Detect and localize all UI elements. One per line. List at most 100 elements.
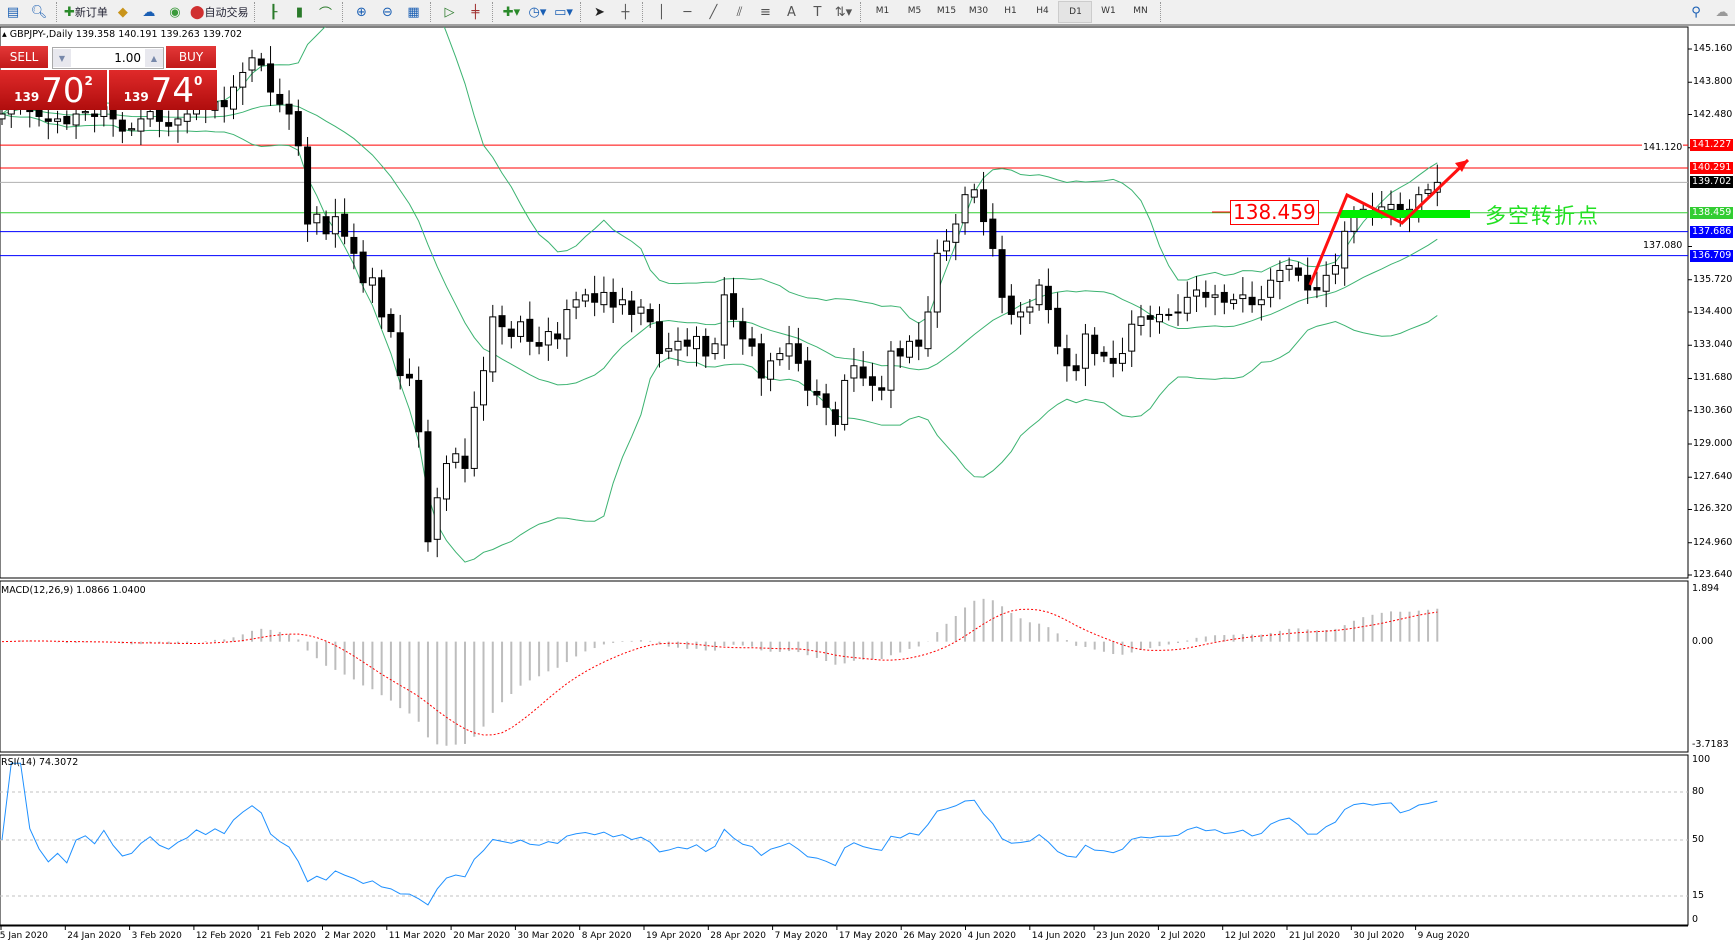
toolbar-separator xyxy=(430,2,432,22)
timeframe-d1[interactable]: D1 xyxy=(1058,1,1093,23)
date-tick-label: 30 Mar 2020 xyxy=(517,931,575,941)
candlestick-icon[interactable]: ▮ xyxy=(295,4,304,20)
fibonacci-icon[interactable]: ⫽ xyxy=(736,4,743,20)
lots-increase-button[interactable]: ▲ xyxy=(145,49,163,67)
buy-price-prefix: 139 xyxy=(123,90,149,104)
date-tick-label: 26 May 2020 xyxy=(903,931,962,941)
candle-bear xyxy=(609,291,617,308)
timeframe-m1[interactable]: M1 xyxy=(875,6,890,16)
buy-price[interactable]: 139 74 0 xyxy=(109,70,217,110)
candle-bear xyxy=(646,309,654,323)
timeframe-h1[interactable]: H1 xyxy=(1004,6,1017,16)
candle-bull xyxy=(1128,323,1136,352)
profiles-icon[interactable]: 🔍︎ xyxy=(30,4,48,20)
candle-bear xyxy=(535,342,543,347)
zoom-out-icon[interactable]: ⊖ xyxy=(382,4,393,20)
crosshair-icon[interactable]: ┼ xyxy=(621,4,630,20)
price-tick-label: 143.800 xyxy=(1693,76,1733,88)
text-icon[interactable]: A xyxy=(787,4,796,20)
candle-bear xyxy=(1220,291,1228,303)
timeframe-m15[interactable]: M15 xyxy=(936,6,957,16)
candle-bear xyxy=(757,343,765,379)
signals-icon[interactable]: ◉ xyxy=(169,4,181,20)
candle-bull xyxy=(1165,313,1173,316)
text-label-icon[interactable]: T xyxy=(813,4,822,20)
candle-bull xyxy=(1174,311,1182,314)
candle-bull xyxy=(81,111,89,114)
bollinger-upper-band xyxy=(1,27,1438,324)
zoom-in-icon[interactable]: ⊕ xyxy=(356,4,367,20)
timeframe-m5[interactable]: M5 xyxy=(907,6,922,16)
vertical-line-icon[interactable]: │ xyxy=(657,4,666,20)
candle-bear xyxy=(359,251,367,284)
candle-bull xyxy=(1017,311,1025,318)
indicators-icon[interactable]: ✚▾ xyxy=(502,4,521,20)
line-chart-icon[interactable]: ⌒ xyxy=(318,6,332,22)
candle-bull xyxy=(174,118,182,126)
periods-icon[interactable]: ◷▾ xyxy=(528,4,547,20)
sell-price[interactable]: 139 70 2 xyxy=(0,70,107,110)
candle-bear xyxy=(859,366,867,379)
candle-bear xyxy=(220,100,228,108)
candle-bull xyxy=(1035,284,1043,306)
candle-bear xyxy=(1091,334,1099,355)
candle-bull xyxy=(313,213,321,224)
arrows-icon[interactable]: ⇅▾ xyxy=(834,4,853,20)
search-icon[interactable]: ⚲ xyxy=(1691,4,1701,20)
date-tick-label: 12 Jul 2020 xyxy=(1224,931,1276,941)
candle-bull xyxy=(933,252,941,313)
candle-bear xyxy=(1294,267,1302,276)
candle-bull xyxy=(0,113,6,120)
lots-field[interactable]: ▼ 1.00 ▲ xyxy=(52,47,164,69)
timeframe-w1[interactable]: W1 xyxy=(1101,6,1116,16)
candle-bear xyxy=(804,360,812,391)
new-order-icon: ✚ xyxy=(64,4,75,20)
auto-trading-button[interactable]: ⬤ 自动交易 xyxy=(188,2,251,22)
candle-bear xyxy=(831,409,839,425)
bollinger-middle-band xyxy=(1,104,1438,386)
date-tick-label: 3 Feb 2020 xyxy=(131,931,182,941)
new-chart-icon[interactable]: ▤ xyxy=(6,4,20,20)
bar-chart-icon[interactable]: ┠ xyxy=(269,4,278,20)
sell-button[interactable]: SELL xyxy=(0,46,48,68)
navigator-icon[interactable]: ☁ xyxy=(142,4,156,20)
price-level-badge: 140.291 xyxy=(1690,162,1734,174)
timeframe-h4[interactable]: H4 xyxy=(1036,6,1049,16)
chart-shift-icon[interactable]: ╪ xyxy=(471,4,480,20)
community-icon[interactable]: ☁ xyxy=(1715,4,1729,20)
horizontal-line-icon[interactable]: ─ xyxy=(683,4,692,20)
toolbar-separator xyxy=(1160,2,1162,22)
cursor-icon[interactable]: ➤ xyxy=(594,4,605,20)
candle-bull xyxy=(665,348,673,352)
autoscroll-icon[interactable]: ▷ xyxy=(444,4,455,20)
toolbar-separator xyxy=(254,2,256,22)
auto-trading-icon: ⬤ xyxy=(189,4,205,20)
new-order-button[interactable]: ✚ 新订单 xyxy=(62,2,110,22)
lots-value[interactable]: 1.00 xyxy=(114,51,141,65)
macd-tick-label: 1.894 xyxy=(1692,583,1720,594)
trendline-icon[interactable]: ╱ xyxy=(709,4,718,20)
price-tick-label: 131.680 xyxy=(1693,372,1733,384)
timeframe-mn[interactable]: MN xyxy=(1133,6,1148,16)
metaeditor-icon[interactable]: ◆ xyxy=(117,4,128,20)
candle-bear xyxy=(350,236,358,254)
candle-bear xyxy=(276,93,284,105)
candle-bull xyxy=(1331,265,1339,275)
templates-icon[interactable]: ▭▾ xyxy=(554,4,573,20)
buy-button[interactable]: BUY xyxy=(166,46,216,68)
lots-decrease-button[interactable]: ▼ xyxy=(53,49,71,67)
timeframe-m30[interactable]: M30 xyxy=(968,6,989,16)
fibo-channel-icon[interactable]: ≡ xyxy=(760,4,771,20)
tile-windows-icon[interactable]: ▦ xyxy=(407,4,420,20)
candle-bear xyxy=(1063,348,1071,367)
buy-label: BUY xyxy=(178,50,204,64)
toolbar-separator xyxy=(580,2,582,22)
sell-price-big: 70 xyxy=(41,71,85,111)
toolbar: ▤ 🔍︎ ✚ 新订单 ◆ ☁ ◉ ⬤ 自动交易 ┠ ▮ ⌒ ⊕ ⊖ ▦ ▷ ╪ ✚▾… xyxy=(0,0,1735,26)
macd-signal-line xyxy=(1,608,1438,736)
turning-point-bar xyxy=(1340,210,1470,218)
new-order-label: 新订单 xyxy=(74,6,108,19)
candle-bull xyxy=(137,118,145,132)
chart-canvas[interactable] xyxy=(0,26,1735,946)
candle-bear xyxy=(998,249,1006,298)
